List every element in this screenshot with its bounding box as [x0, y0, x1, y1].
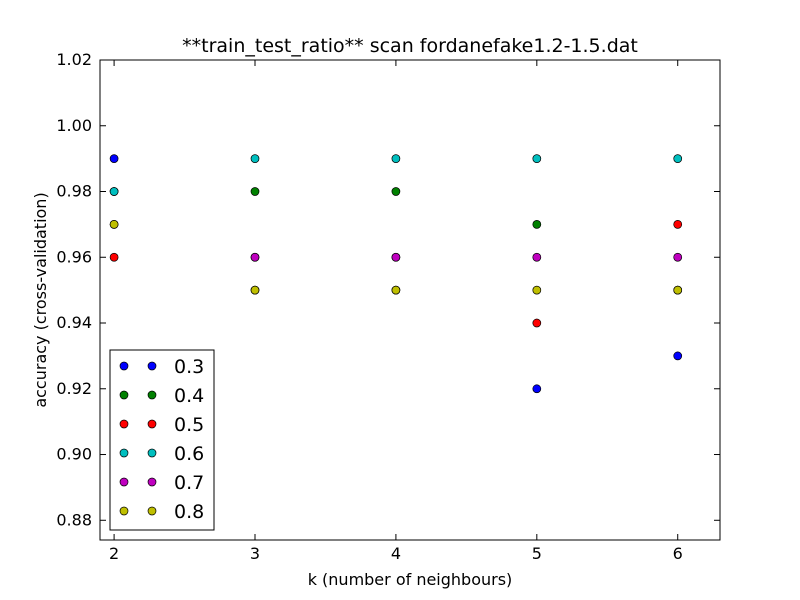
data-point-series-0.4: [250, 187, 260, 196]
y-tick-label: 0.92: [56, 379, 92, 398]
legend: 0.3 0.4 0.5 0.6 0.7 0.8: [109, 349, 215, 531]
y-axis-label: accuracy (cross-validation): [31, 192, 50, 407]
legend-marker-0.3: [119, 361, 129, 371]
data-point-series-0.3: [109, 154, 119, 163]
legend-label: 0.6: [174, 443, 204, 465]
legend-marker-0.7: [119, 477, 129, 487]
x-tick-label: 6: [673, 544, 683, 563]
legend-label: 0.5: [174, 414, 204, 436]
y-tick-label: 1.02: [56, 50, 92, 69]
chart-title: **train_test_ratio** scan fordanefake1.2…: [182, 35, 638, 57]
y-tick-label: 0.88: [56, 510, 92, 529]
x-tick-label: 3: [250, 544, 260, 563]
data-point-series-0.6: [532, 154, 542, 163]
y-tick-label: 0.98: [56, 182, 92, 201]
data-point-series-0.5: [673, 220, 683, 229]
legend-marker-0.3: [147, 361, 157, 371]
legend-label: 0.8: [174, 501, 204, 523]
legend-frame: [109, 349, 215, 531]
data-point-series-0.8: [250, 285, 260, 295]
data-points: [109, 154, 683, 394]
legend-marker-0.6: [147, 448, 157, 458]
legend-marker-0.5: [147, 419, 157, 429]
data-point-series-0.8: [109, 220, 119, 229]
data-point-series-0.7: [532, 252, 542, 262]
y-tick-label: 0.94: [56, 313, 92, 332]
x-axis: 2 3 4 5 6: [109, 60, 683, 563]
data-point-series-0.4: [532, 220, 542, 229]
data-point-series-0.6: [673, 154, 683, 163]
data-point-series-0.7: [673, 252, 683, 262]
y-tick-label: 0.96: [56, 247, 92, 266]
data-point-series-0.5: [109, 252, 119, 262]
legend-label: 0.4: [174, 385, 204, 407]
y-axis: 0.88 0.90 0.92 0.94 0.96 0.98 1.00 1.02: [56, 50, 720, 529]
legend-marker-0.8: [147, 506, 157, 516]
legend-marker-0.6: [119, 448, 129, 458]
legend-label: 0.7: [174, 472, 204, 494]
data-point-series-0.6: [109, 187, 119, 196]
y-tick-label: 1.00: [56, 116, 92, 135]
data-point-series-0.7: [250, 252, 260, 262]
data-point-series-0.5: [532, 318, 542, 328]
data-point-series-0.6: [391, 154, 401, 163]
data-point-series-0.8: [673, 285, 683, 295]
legend-marker-0.8: [119, 506, 129, 516]
data-point-series-0.8: [532, 285, 542, 295]
data-point-series-0.7: [391, 252, 401, 262]
data-point-series-0.8: [391, 285, 401, 295]
legend-marker-0.4: [119, 390, 129, 400]
data-point-series-0.3: [673, 351, 683, 361]
legend-label: 0.3: [174, 356, 204, 378]
x-tick-label: 2: [109, 544, 119, 563]
legend-marker-0.5: [119, 419, 129, 429]
data-point-series-0.3: [532, 384, 542, 394]
x-axis-label: k (number of neighbours): [308, 570, 513, 589]
legend-marker-0.7: [147, 477, 157, 487]
x-tick-label: 4: [391, 544, 401, 563]
y-tick-label: 0.90: [56, 445, 92, 464]
x-tick-label: 5: [532, 544, 542, 563]
data-point-series-0.4: [391, 187, 401, 196]
data-point-series-0.6: [250, 154, 260, 163]
legend-marker-0.4: [147, 390, 157, 400]
